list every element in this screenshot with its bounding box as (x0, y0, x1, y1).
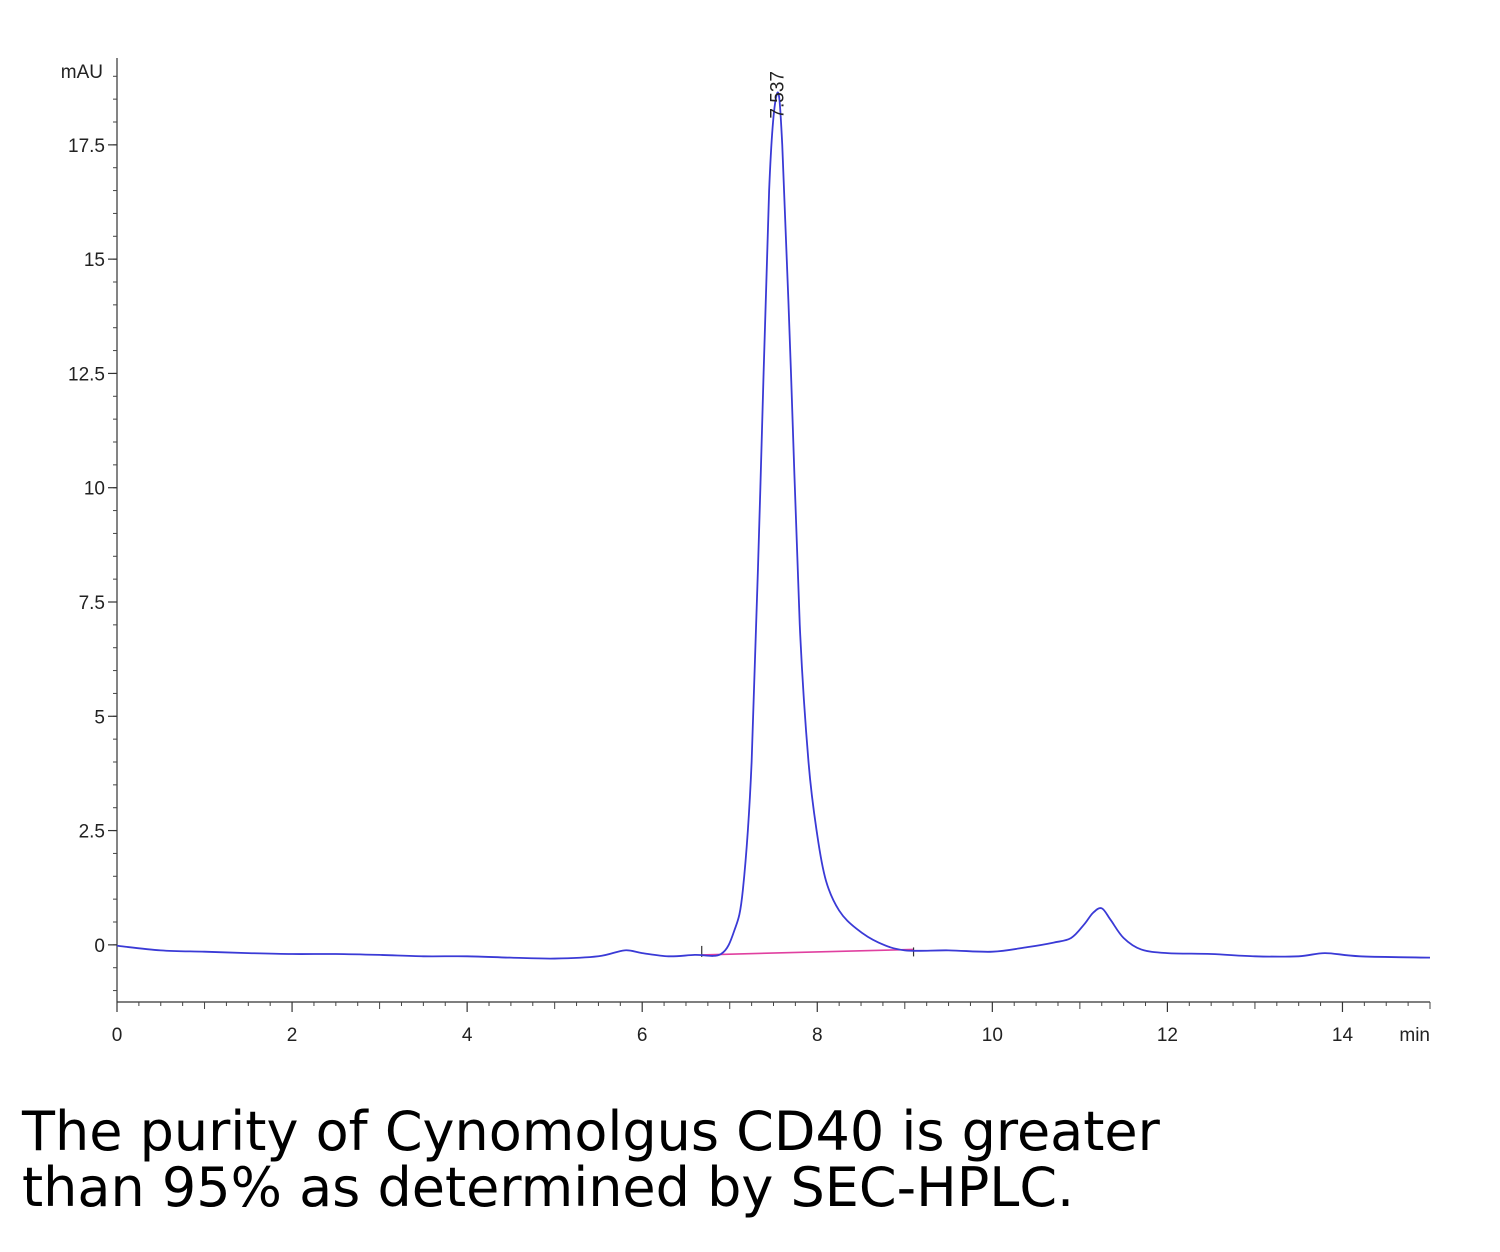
y-tick-label: 15 (84, 250, 105, 271)
integration-baseline (701, 948, 914, 956)
y-tick-label: 5 (94, 707, 105, 728)
x-axis: 0 2 4 6 8 10 12 14 min (112, 1001, 1431, 1046)
y-tick-label: 17.5 (68, 136, 105, 157)
y-tick-label: 2.5 (79, 822, 105, 843)
x-tick-label: 10 (982, 1025, 1003, 1046)
y-tick-label: 10 (84, 479, 105, 500)
x-tick-label: 0 (112, 1025, 123, 1046)
x-tick-label: 6 (637, 1025, 648, 1046)
x-tick-label: 4 (462, 1025, 473, 1046)
figure-caption: The purity of Cynomolgus CD40 is greater… (22, 1104, 1462, 1216)
caption-line-2: than 95% as determined by SEC-HPLC. (22, 1156, 1075, 1219)
x-unit-label: min (1399, 1025, 1430, 1046)
y-tick-label: 0 (94, 936, 105, 957)
plot-area: 7.537 (116, 71, 1431, 960)
x-tick-label: 14 (1332, 1025, 1354, 1046)
y-tick-label: 12.5 (68, 364, 105, 385)
chromatogram-trace (116, 91, 1431, 960)
x-tick-label: 2 (287, 1025, 298, 1046)
caption-line-1: The purity of Cynomolgus CD40 is greater (22, 1100, 1160, 1163)
x-tick-label: 8 (812, 1025, 823, 1046)
y-tick-label: 7.5 (79, 593, 105, 614)
x-tick-label: 12 (1157, 1025, 1178, 1046)
chromatogram-chart: 0 2.5 5 7.5 10 12.5 15 17.5 mAU 0 2 4 6 8 10 12 14 min 7… (61, 58, 1431, 1046)
y-axis: 0 2.5 5 7.5 10 12.5 15 17.5 mAU (61, 58, 118, 1002)
y-unit-label: mAU (61, 62, 103, 83)
peak-label: 7.537 (768, 71, 789, 119)
